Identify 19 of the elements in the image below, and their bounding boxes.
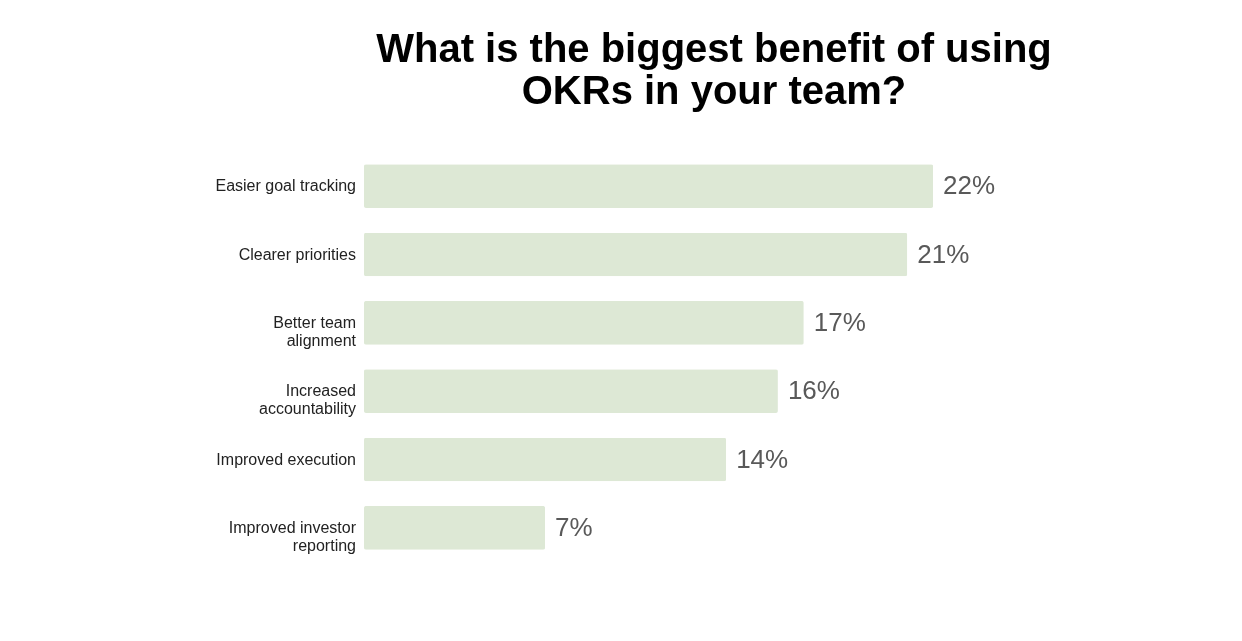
bar <box>364 505 546 550</box>
data-label: 14% <box>736 443 789 474</box>
y-tick-label: Improved execution <box>216 450 356 468</box>
data-label: 16% <box>787 375 840 406</box>
data-label: 22% <box>943 170 996 201</box>
y-tick-label: Increased accountability <box>259 382 356 418</box>
bar <box>364 369 778 414</box>
chart-title: What is the biggest benefit of using OKRs in your team? <box>376 26 1052 112</box>
bar <box>364 300 804 345</box>
data-label: 21% <box>917 238 970 269</box>
bar <box>364 164 934 209</box>
bar <box>364 437 727 482</box>
y-tick-label: Clearer priorities <box>238 245 356 263</box>
data-label: 7% <box>555 511 593 542</box>
y-tick-label: Easier goal tracking <box>215 177 356 195</box>
data-label: 17% <box>813 306 866 337</box>
y-tick-label: Better team alignment <box>273 313 357 349</box>
bar <box>364 232 908 277</box>
y-tick-label: Improved investor reporting <box>228 518 357 554</box>
